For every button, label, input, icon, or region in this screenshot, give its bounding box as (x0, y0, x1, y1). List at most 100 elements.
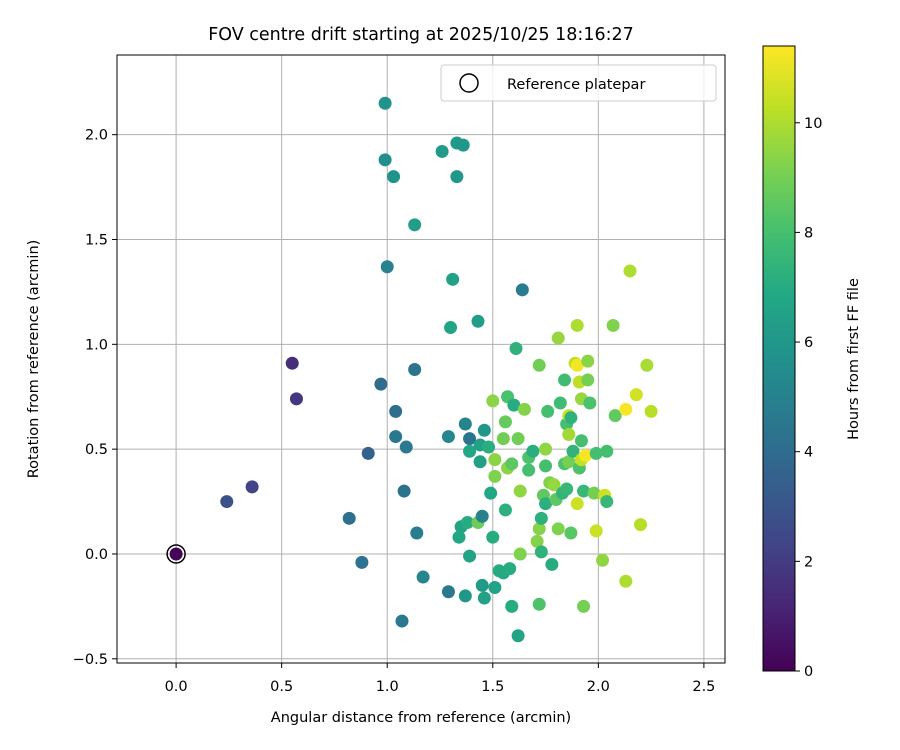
data-point (395, 614, 409, 628)
data-point (471, 314, 485, 328)
y-tick-label: 1.5 (85, 232, 108, 248)
data-point (534, 545, 548, 559)
data-point (577, 599, 591, 613)
data-point (600, 444, 614, 458)
data-point (587, 486, 601, 500)
data-point (410, 526, 424, 540)
data-point (289, 392, 303, 406)
data-point (477, 591, 491, 605)
colorbar-tick-label: 10 (804, 116, 822, 132)
data-point (488, 469, 502, 483)
x-tick-label: 0.5 (270, 679, 293, 695)
chart-title: FOV centre drift starting at 2025/10/25 … (208, 25, 634, 45)
data-point (644, 404, 658, 418)
legend: Reference platepar (440, 64, 717, 102)
data-point (444, 321, 458, 335)
data-point (456, 138, 470, 152)
colorbar-tick-label: 6 (804, 335, 813, 351)
data-point (564, 411, 578, 425)
data-point (498, 415, 512, 429)
data-point (507, 398, 521, 412)
colorbar-tick-label: 8 (804, 225, 813, 241)
reference-platepar-marker (166, 544, 186, 564)
data-point (389, 404, 403, 418)
data-point (374, 377, 388, 391)
data-point (475, 578, 489, 592)
data-point (458, 589, 472, 603)
data-point (511, 432, 525, 446)
y-tick-label: 0.0 (85, 547, 108, 563)
data-point (619, 574, 633, 588)
data-point (530, 534, 544, 548)
data-point (579, 448, 593, 462)
data-point (452, 530, 466, 544)
data-point (560, 482, 574, 496)
data-point (513, 484, 527, 498)
data-point (634, 518, 648, 532)
data-point (169, 547, 183, 561)
data-point (589, 446, 603, 460)
data-point (539, 497, 553, 511)
data-point (553, 396, 567, 410)
data-point (220, 495, 234, 509)
data-point (486, 530, 500, 544)
data-point (596, 553, 610, 567)
data-point (473, 455, 487, 469)
data-point (551, 522, 565, 536)
data-point (570, 358, 584, 372)
data-point (532, 597, 546, 611)
data-point (640, 358, 654, 372)
data-point (378, 153, 392, 167)
data-point (475, 509, 489, 523)
data-point (342, 511, 356, 525)
data-point (583, 396, 597, 410)
data-point (562, 455, 576, 469)
data-point (245, 480, 259, 494)
data-point (484, 486, 498, 500)
data-point (408, 362, 422, 376)
colorbar-tick-label: 4 (804, 445, 813, 461)
data-point (503, 562, 517, 576)
data-point (355, 555, 369, 569)
data-point (458, 417, 472, 431)
colorbar-tick-label: 0 (804, 664, 813, 680)
data-point (511, 629, 525, 643)
data-point (619, 402, 633, 416)
data-point (488, 453, 502, 467)
data-point (399, 440, 413, 454)
data-point (378, 96, 392, 110)
data-point (566, 444, 580, 458)
data-point (380, 260, 394, 274)
legend-box (440, 64, 717, 102)
data-point (416, 570, 430, 584)
x-tick-label: 1.0 (376, 679, 399, 695)
data-point (600, 495, 614, 509)
data-points (166, 96, 658, 643)
data-point (389, 430, 403, 444)
plot-frame (116, 54, 726, 664)
data-point (505, 457, 519, 471)
data-point (623, 264, 637, 278)
data-point (526, 444, 540, 458)
data-point (534, 511, 548, 525)
y-tick-label: 0.5 (85, 442, 108, 458)
data-point (522, 463, 536, 477)
y-axis-ticks: −0.5 0.0 0.5 1.0 1.5 2.0 (73, 128, 117, 668)
data-point (606, 318, 620, 332)
data-point (577, 484, 591, 498)
y-tick-label: 1.0 (85, 337, 108, 353)
data-point (558, 373, 572, 387)
x-tick-label: 2.0 (587, 679, 610, 695)
data-point (361, 446, 375, 460)
x-tick-label: 2.5 (692, 679, 715, 695)
y-tick-label: −0.5 (73, 652, 108, 668)
data-point (482, 440, 496, 454)
data-point (486, 394, 500, 408)
data-point (541, 404, 555, 418)
data-point (397, 484, 411, 498)
data-point (608, 409, 622, 423)
data-point (515, 283, 529, 297)
y-axis-label: Rotation from reference (arcmin) (26, 240, 42, 479)
colorbar-label: Hours from first FF file (846, 278, 862, 440)
